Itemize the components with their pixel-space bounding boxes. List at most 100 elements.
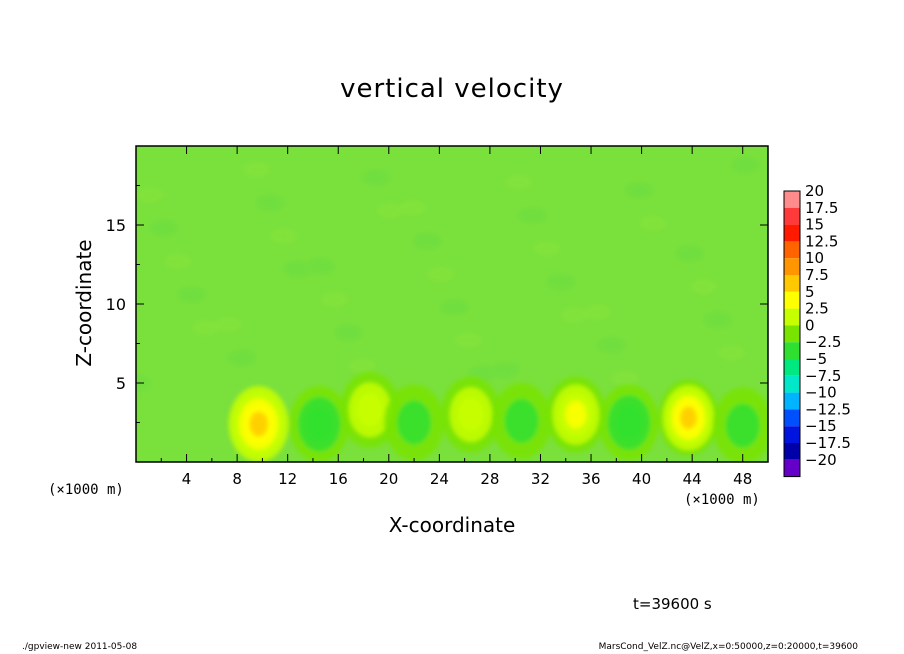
heatmap-texture-cell [518, 207, 547, 224]
colorbar-swatch [784, 291, 800, 309]
colorbar-swatch [784, 443, 800, 460]
colorbar-label: −20 [805, 451, 837, 469]
heatmap-texture-cell [597, 337, 626, 354]
heatmap-texture-cell [283, 261, 312, 278]
colorbar-swatch [784, 308, 800, 326]
downdraft-contour [725, 403, 760, 448]
footer-right: MarsCond_VelZ.nc@VelZ,x=0:50000,z=0:2000… [598, 642, 858, 652]
colorbar-label: −17.5 [805, 434, 851, 452]
updraft-contour [565, 400, 587, 429]
colorbar-label: 0 [805, 316, 815, 334]
heatmap-texture-cell [191, 319, 220, 336]
colorbar-label: 5 [805, 283, 815, 301]
heatmap-texture-cell [689, 278, 718, 295]
heatmap-texture-cell [611, 370, 640, 387]
downdraft-cell [712, 387, 768, 462]
heatmap-field [136, 146, 768, 462]
x-tick-label: 44 [683, 470, 702, 488]
x-axis-label: X-coordinate [388, 513, 516, 537]
footer-left: ./gpview-new 2011-05-08 [22, 642, 138, 652]
heatmap-texture-cell [376, 202, 405, 219]
colorbar-label: −5 [805, 350, 827, 368]
colorbar-label: 10 [805, 249, 824, 267]
colorbar-label: −2.5 [805, 333, 841, 351]
colorbar-swatch [784, 375, 800, 393]
colorbar-label: 17.5 [805, 199, 838, 217]
downdraft-contour [616, 405, 642, 440]
heatmap-texture-cell [136, 186, 164, 203]
x-tick-label: 48 [733, 470, 752, 488]
colorbar: 2017.51512.5107.552.50−2.5−5−7.5−10−12.5… [783, 182, 851, 478]
downdraft-cell [384, 384, 445, 461]
colorbar-label: −10 [805, 384, 837, 402]
updraft-cell [228, 386, 289, 462]
heatmap-texture-cell [546, 273, 575, 290]
heatmap-texture-cell [242, 161, 271, 178]
heatmap-texture-cell [362, 169, 391, 186]
colorbar-swatch [784, 191, 800, 208]
heatmap-texture-cell [491, 362, 520, 379]
updraft-contour [249, 411, 268, 437]
heatmap-texture-cell [504, 174, 533, 191]
x-tick-label: 36 [581, 470, 600, 488]
heatmap-texture-cell [348, 357, 377, 374]
x-unit-label-right: (×1000 m) [684, 492, 760, 508]
heatmap-features [228, 371, 768, 462]
colorbar-swatch [784, 224, 800, 242]
x-tick-label: 20 [379, 470, 398, 488]
colorbar-swatch [784, 359, 800, 376]
heatmap-texture-cell [675, 245, 704, 262]
x-tick-label: 40 [632, 470, 651, 488]
y-tick-label: 5 [116, 374, 126, 393]
updraft-cell [440, 376, 501, 453]
downdraft-cell [289, 386, 350, 462]
y-tick-label: 10 [106, 295, 126, 314]
heatmap-texture-cell [163, 253, 192, 270]
heatmap-texture-cell [269, 228, 298, 245]
heatmap-texture-cell [177, 286, 206, 303]
heatmap-texture-cell [625, 182, 654, 199]
downdraft-contour [504, 398, 539, 443]
x-tick-label: 16 [329, 470, 348, 488]
colorbar-swatch [784, 258, 800, 275]
heatmap-texture-cell [149, 220, 178, 237]
x-tick-label: 24 [430, 470, 449, 488]
colorbar-label: −12.5 [805, 400, 851, 418]
updraft-contour [357, 393, 383, 427]
y-tick-label: 15 [106, 216, 126, 235]
heatmap-texture-cell [731, 156, 760, 173]
x-tick-label: 28 [480, 470, 499, 488]
colorbar-label: 20 [805, 182, 824, 200]
downdraft-cell [491, 382, 552, 459]
heatmap-texture [136, 156, 760, 391]
updraft-cell [545, 376, 606, 453]
downdraft-contour [397, 400, 432, 445]
colorbar-label: 12.5 [805, 232, 838, 250]
heatmap-texture-cell [334, 324, 363, 341]
heatmap-texture-cell [320, 291, 349, 308]
heatmap-texture-cell [583, 303, 612, 320]
heatmap-texture-cell [255, 194, 284, 211]
colorbar-swatch [784, 275, 800, 292]
downdraft-cell [598, 384, 659, 461]
updraft-contour [458, 397, 484, 432]
colorbar-swatch [784, 426, 800, 443]
x-tick-label: 4 [182, 470, 192, 488]
heatmap-texture-cell [703, 311, 732, 328]
y-axis-label: Z-coordinate [72, 239, 96, 367]
heatmap-texture-cell [214, 316, 243, 333]
colorbar-label: 7.5 [805, 266, 829, 284]
heatmap-texture-cell [426, 265, 455, 282]
heatmap-texture-cell [638, 215, 667, 232]
heatmap-texture-cell [560, 307, 589, 324]
colorbar-swatch [784, 241, 800, 259]
heatmap-texture-cell [412, 232, 441, 249]
colorbar-swatch [784, 459, 800, 477]
colorbar-swatch [784, 409, 800, 427]
colorbar-frame [783, 190, 801, 478]
colorbar-swatch [784, 207, 800, 225]
colorbar-swatch [784, 392, 800, 410]
colorbar-label: 2.5 [805, 300, 829, 318]
